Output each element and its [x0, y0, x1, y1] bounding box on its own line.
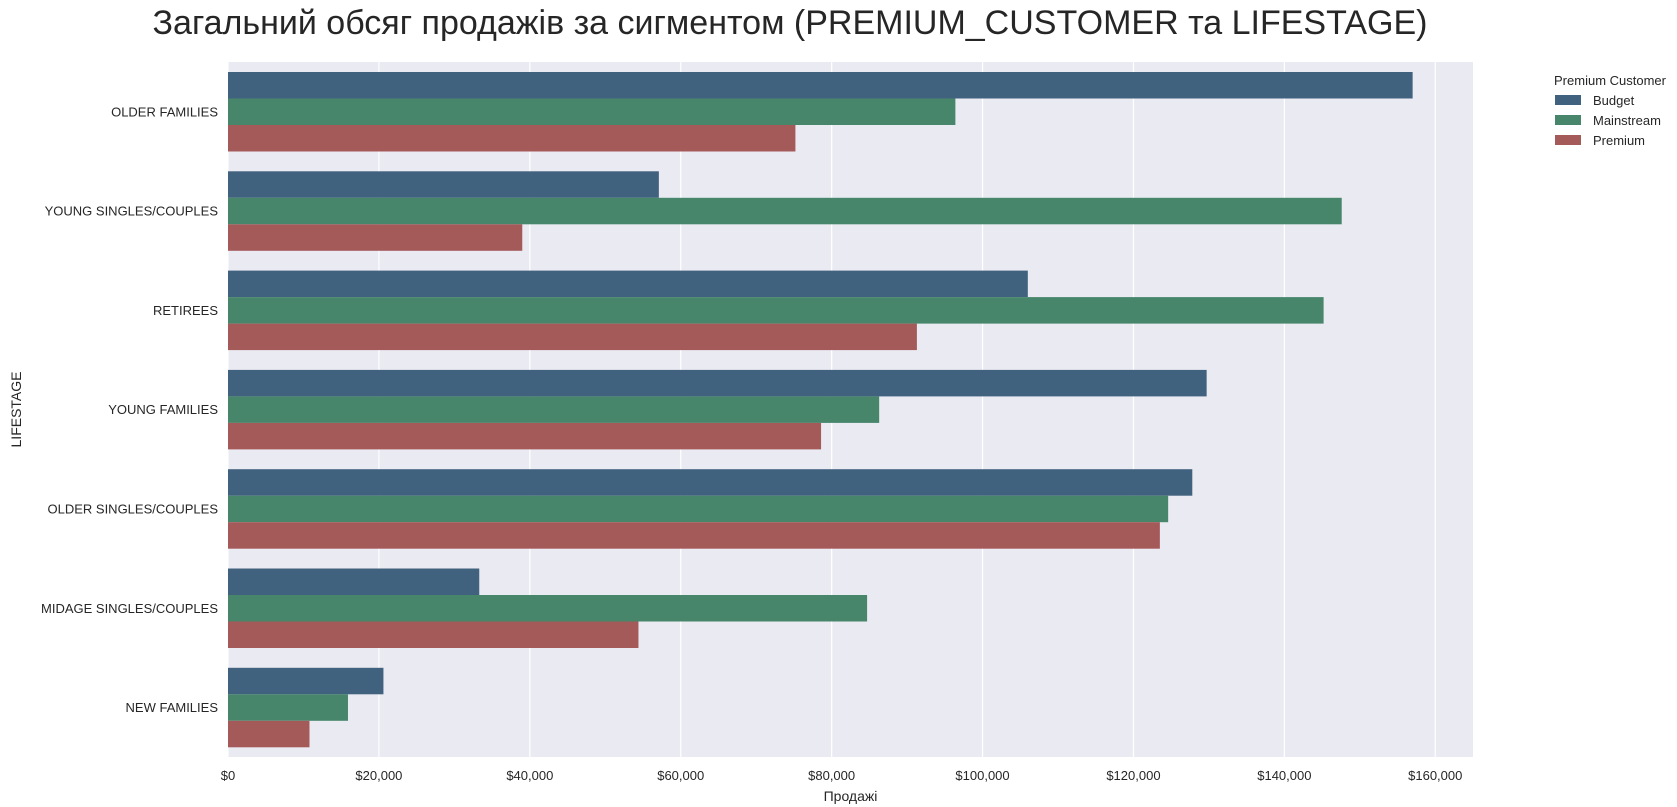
bar-mainstream [228, 297, 1324, 324]
bar-mainstream [228, 495, 1169, 523]
bar-mainstream [228, 197, 1342, 225]
bar-premium [228, 720, 310, 748]
bar-premium [228, 224, 523, 251]
chart-title: Загальний обсяг продажів за сигментом (P… [152, 4, 1428, 42]
bar-budget [228, 72, 1413, 99]
bar-mainstream [228, 694, 348, 721]
legend-label-premium: Premium [1593, 133, 1645, 148]
bar-premium [228, 522, 1160, 549]
bar-budget [228, 369, 1207, 397]
y-tick-label: YOUNG FAMILIES [108, 402, 218, 417]
x-tick-label: $120,000 [1106, 768, 1160, 783]
x-tick-label: $60,000 [657, 768, 704, 783]
y-tick-label: MIDAGE SINGLES/COUPLES [41, 601, 218, 616]
x-tick-label: $100,000 [955, 768, 1009, 783]
bar-premium [228, 125, 796, 152]
legend-title: Premium Customer [1554, 73, 1667, 88]
bar-mainstream [228, 396, 880, 423]
legend-swatch-budget [1555, 95, 1581, 105]
x-tick-label: $40,000 [506, 768, 553, 783]
x-tick-label: $80,000 [808, 768, 855, 783]
bar-budget [228, 667, 384, 695]
bar-budget [228, 469, 1193, 496]
legend: Premium Customer Budget Mainstream Premium [1554, 73, 1667, 148]
bar-premium [228, 621, 639, 648]
y-tick-label: OLDER FAMILIES [111, 104, 218, 119]
y-tick-label: NEW FAMILIES [126, 700, 219, 715]
bar-budget [228, 270, 1028, 298]
legend-label-budget: Budget [1593, 93, 1635, 108]
bar-budget [228, 171, 659, 198]
bar-premium [228, 422, 822, 450]
bar-budget [228, 568, 480, 595]
bar-premium [228, 323, 917, 351]
y-tick-label: RETIREES [153, 303, 218, 318]
legend-label-mainstream: Mainstream [1593, 113, 1661, 128]
x-tick-label: $20,000 [355, 768, 402, 783]
x-tick-label: $160,000 [1408, 768, 1462, 783]
legend-swatch-mainstream [1555, 115, 1581, 125]
x-tick-label: $0 [221, 768, 235, 783]
bar-mainstream [228, 98, 956, 125]
y-axis-label: LIFESTAGE [8, 372, 24, 448]
x-axis-label: Продажі [824, 788, 878, 804]
bar-mainstream [228, 595, 868, 622]
legend-swatch-premium [1555, 135, 1581, 145]
y-tick-label: YOUNG SINGLES/COUPLES [45, 204, 219, 219]
y-tick-label: OLDER SINGLES/COUPLES [48, 501, 219, 516]
x-tick-label: $140,000 [1257, 768, 1311, 783]
